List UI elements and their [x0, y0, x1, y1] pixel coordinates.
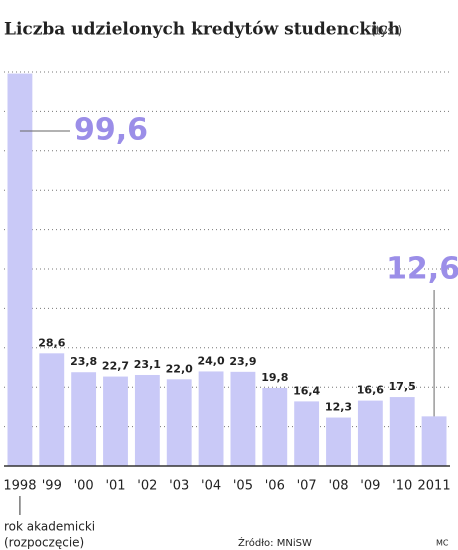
bar: [39, 353, 65, 466]
bar: [71, 372, 97, 466]
source: Źródło: MNiSW: [238, 536, 312, 549]
x-tick-label: '01: [105, 479, 125, 494]
x-note: rok akademicki: [4, 520, 95, 534]
x-tick-label: '08: [328, 479, 348, 494]
unit: (tys.): [371, 24, 402, 38]
chart-title: Liczba udzielonych kredytów studenckich: [4, 20, 400, 40]
bar: [7, 73, 33, 467]
x-tick-label: '03: [169, 479, 189, 494]
bar: [421, 416, 447, 466]
bar: [103, 376, 128, 466]
x-tick-label: '06: [265, 479, 285, 494]
x-tick-label: 1998: [3, 479, 36, 494]
bar: [134, 374, 160, 466]
x-tick-label: '99: [42, 479, 62, 494]
bar: [326, 417, 351, 466]
value-label: 28,6: [38, 336, 65, 349]
x-tick-label: '04: [201, 479, 221, 494]
value-label: 24,0: [198, 354, 225, 367]
x-tick-label: '02: [137, 479, 157, 494]
x-tick-label: '07: [297, 479, 317, 494]
bar: [166, 379, 192, 466]
x-tick-label: '09: [360, 479, 380, 494]
value-label: 99,6: [74, 113, 148, 148]
x-tick-label: '10: [392, 479, 412, 494]
x-tick-label: '05: [233, 479, 253, 494]
bar: [198, 371, 224, 466]
value-label: 22,7: [102, 360, 129, 373]
x-tick-label: '00: [74, 479, 94, 494]
bar: [230, 371, 256, 466]
bar: [294, 401, 320, 466]
bar: [262, 387, 288, 466]
value-label: 12,3: [325, 401, 352, 414]
value-label: 16,6: [357, 384, 384, 397]
bar: [389, 397, 415, 466]
value-label: 23,9: [229, 355, 256, 368]
value-label: 22,0: [166, 362, 193, 375]
value-label: 19,8: [261, 371, 288, 384]
value-label: 12,6: [386, 252, 458, 287]
value-label: 16,4: [293, 384, 320, 397]
x-note: (rozpoczęcie): [4, 536, 84, 550]
credit: MC: [436, 539, 449, 548]
value-label: 23,8: [70, 355, 97, 368]
bar: [357, 400, 383, 466]
x-tick-label: 2011: [418, 479, 451, 494]
value-label: 23,1: [134, 358, 161, 371]
value-label: 17,5: [389, 380, 416, 393]
